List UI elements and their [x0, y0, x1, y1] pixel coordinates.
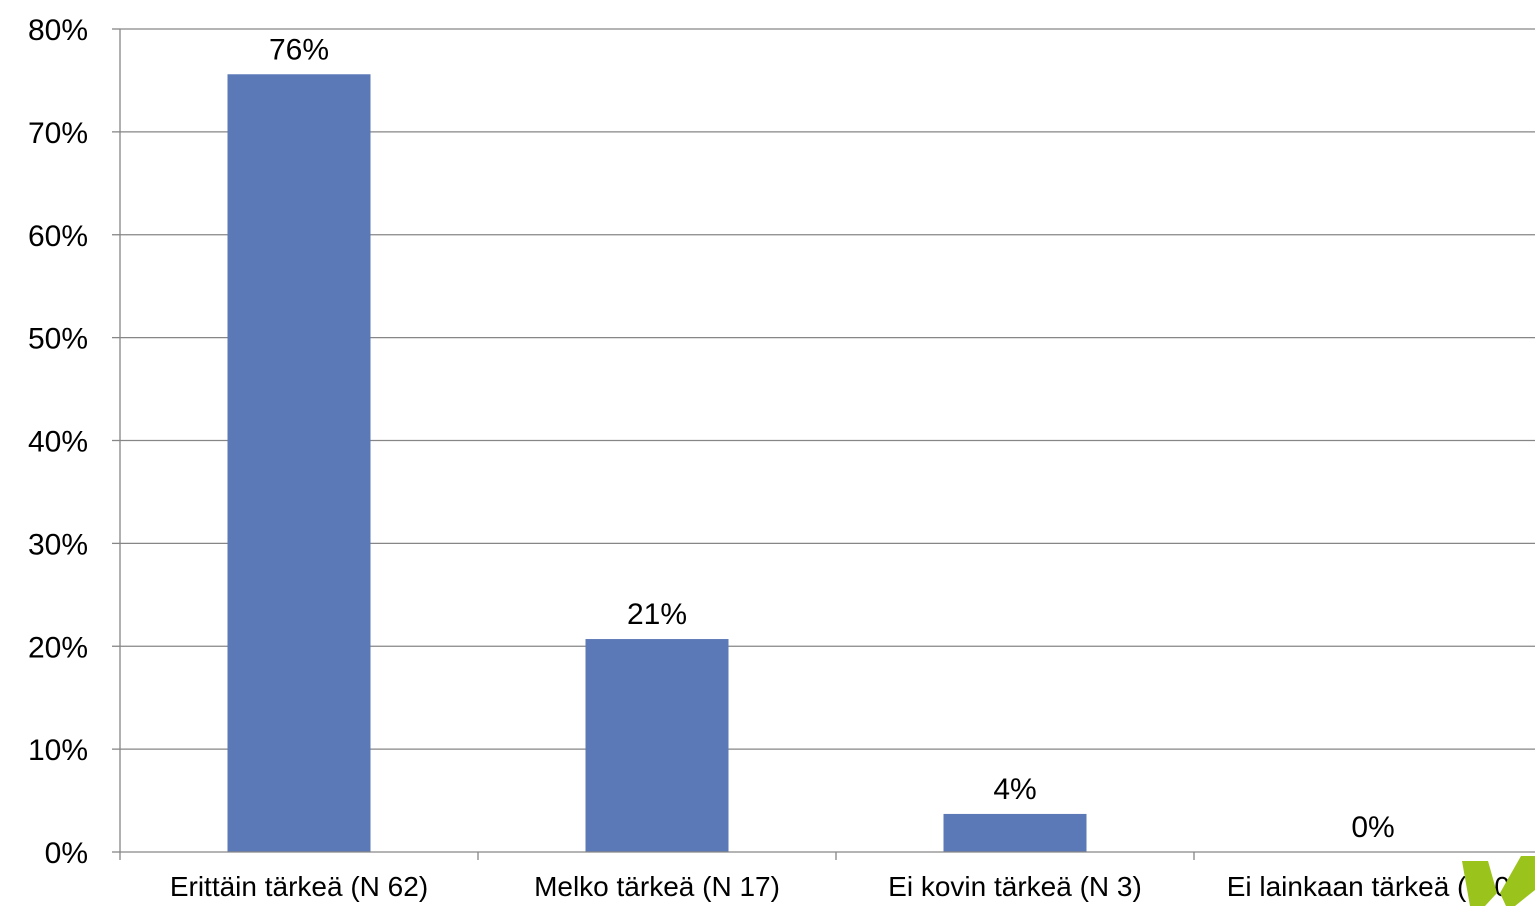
bars — [227, 74, 1087, 852]
axes — [119, 29, 1535, 860]
bar — [943, 813, 1087, 852]
x-tick-label: Ei kovin tärkeä (N 3) — [888, 871, 1142, 902]
y-tick-label: 0% — [45, 837, 88, 870]
y-axis-tick-labels: 0% 10% 20% 30% 40% 50% 60% 70% 80% — [28, 14, 88, 870]
y-tick-label: 80% — [28, 14, 88, 47]
data-label: 4% — [993, 773, 1036, 806]
y-tick-label: 30% — [28, 528, 88, 561]
data-labels: 76% 21% 4% 0% — [269, 33, 1395, 844]
data-label: 21% — [627, 598, 687, 631]
y-tick-label: 40% — [28, 426, 88, 459]
green-v-logo-icon — [1462, 856, 1535, 906]
x-tick-label: Melko tärkeä (N 17) — [534, 871, 780, 902]
x-axis-tick-labels: Erittäin tärkeä (N 62) Melko tärkeä (N 17… — [170, 871, 1519, 902]
y-tick-label: 60% — [28, 220, 88, 253]
bar — [585, 639, 729, 852]
x-tick-label: Erittäin tärkeä (N 62) — [170, 871, 428, 902]
data-label: 76% — [269, 33, 329, 66]
data-label: 0% — [1351, 811, 1394, 844]
y-tick-label: 20% — [28, 631, 88, 664]
y-tick-label: 10% — [28, 734, 88, 767]
bar — [227, 74, 371, 852]
y-tick-label: 70% — [28, 117, 88, 150]
y-tick-label: 50% — [28, 323, 88, 356]
